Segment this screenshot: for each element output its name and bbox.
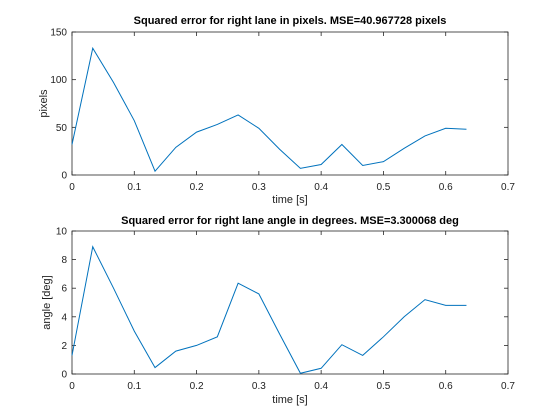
x-tick-label: 0.4: [314, 182, 328, 193]
y-tick-label: 10: [56, 227, 68, 238]
plot-area: [71, 31, 509, 176]
x-tick-label: 0.3: [252, 381, 266, 392]
y-tick-label: 0: [61, 370, 67, 381]
x-axis-label: time [s]: [272, 394, 307, 406]
x-tick-label: 0: [69, 381, 75, 392]
x-tick-label: 0.5: [376, 381, 390, 392]
series-line: [71, 245, 467, 374]
y-tick-label: 8: [61, 255, 67, 266]
y-axis-label: angle [deg]: [41, 275, 53, 329]
x-tick-label: 0.4: [314, 381, 328, 392]
x-tick-label: 0.5: [376, 182, 390, 193]
y-tick-label: 150: [50, 28, 67, 39]
chart-title: Squared error for right lane angle in de…: [121, 215, 459, 227]
x-axis-label: time [s]: [272, 194, 307, 206]
x-tick-label: 0.3: [252, 182, 266, 193]
x-tick-label: 0.7: [501, 182, 515, 193]
x-tick-label: 0.7: [501, 381, 515, 392]
x-tick-label: 0.2: [190, 182, 204, 193]
series-line: [71, 46, 467, 173]
y-tick-label: 2: [61, 341, 67, 352]
y-tick-label: 50: [56, 123, 68, 134]
x-tick-label: 0.1: [127, 182, 141, 193]
x-tick-label: 0.1: [127, 381, 141, 392]
x-axis: 0 0.1 0.2 0.3 0.4 0.5 0.6 0.7: [69, 32, 515, 193]
x-tick-label: 0.6: [439, 182, 453, 193]
chart-pixels: Squared error for right lane in pixels. …: [38, 15, 515, 206]
x-tick-label: 0.6: [439, 381, 453, 392]
chart-title: Squared error for right lane in pixels. …: [134, 15, 447, 27]
y-axis-label: pixels: [38, 89, 50, 118]
chart-angle: Squared error for right lane angle in de…: [41, 215, 515, 406]
y-tick-label: 100: [50, 75, 67, 86]
plot-area: [71, 230, 509, 375]
x-tick-label: 0.2: [190, 381, 204, 392]
y-tick-label: 6: [61, 284, 67, 295]
x-tick-label: 0: [69, 182, 75, 193]
y-tick-label: 0: [61, 171, 67, 182]
y-tick-label: 4: [61, 312, 67, 323]
x-axis: 0 0.1 0.2 0.3 0.4 0.5 0.6 0.7: [69, 231, 515, 392]
